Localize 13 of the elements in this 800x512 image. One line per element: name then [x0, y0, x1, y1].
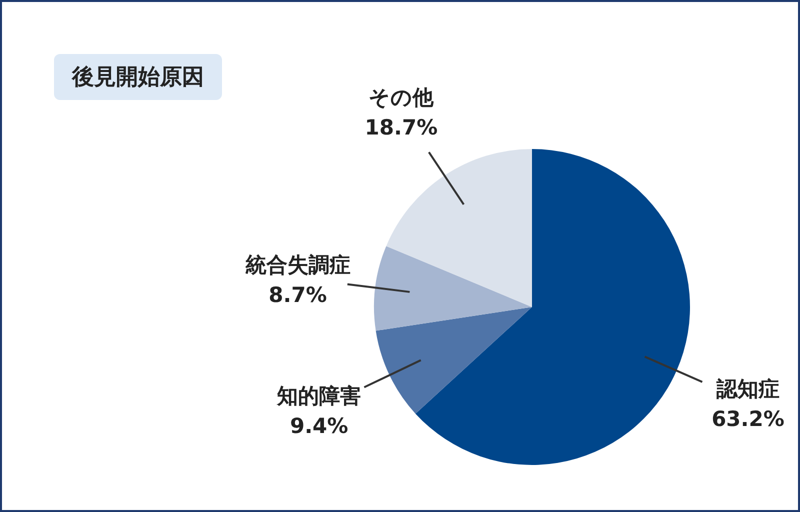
slice-label: その他 — [368, 86, 435, 110]
data-label: 63.2% — [712, 407, 784, 432]
slice-label: 認知症 — [715, 377, 780, 402]
pie-slice — [386, 149, 532, 307]
chart-title: 後見開始原因 — [54, 54, 222, 100]
pie-slice — [415, 149, 690, 465]
slice-label: 知的障害 — [276, 384, 362, 408]
pie-slice — [376, 307, 532, 414]
pie-slice — [374, 246, 532, 331]
data-label: 8.7% — [268, 283, 327, 308]
data-label: 9.4% — [290, 414, 348, 438]
data-label: 18.7% — [364, 116, 438, 140]
slice-label: 統合失調症 — [244, 253, 350, 278]
